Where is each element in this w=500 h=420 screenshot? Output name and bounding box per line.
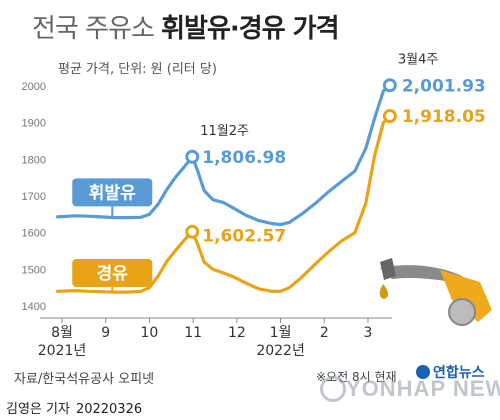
fuel-nozzle-illustration — [379, 258, 492, 326]
brand-icon — [416, 365, 430, 379]
x-tick-label: 12 — [228, 325, 246, 341]
nozzle-handle — [440, 270, 492, 322]
value-label: 1,602.57 — [202, 227, 286, 247]
x-tick-label: 1월 — [270, 325, 292, 341]
y-tick-label: 2000 — [22, 81, 46, 93]
source-text: 자료/한국석유공사 오피넷 — [14, 372, 155, 387]
publish-date: 20220326 — [75, 402, 143, 417]
y-tick-label: 1600 — [22, 228, 46, 240]
x-tick-sublabel: 2021년 — [38, 343, 87, 359]
period-label: 11월2주 — [200, 124, 249, 139]
x-tick-label: 9 — [101, 325, 110, 341]
period-label: 3월4주 — [398, 52, 439, 67]
highlight-point — [185, 224, 200, 239]
chart-axis: 1400 1500 1600 1700 1800 1900 2000 8월 2021년 9 10 11… — [22, 81, 392, 359]
series-badge-gasoline — [72, 178, 153, 207]
series-line-diesel — [55, 114, 392, 294]
x-tick-label: 3 — [364, 325, 373, 341]
x-tick-label: 8월 — [51, 325, 73, 341]
reporter-name: 김영은 기자 — [6, 402, 70, 417]
highlight-point — [382, 78, 397, 93]
highlight-point — [185, 149, 200, 164]
y-tick-label: 1900 — [22, 118, 46, 130]
value-label: 2,001.93 — [402, 76, 486, 96]
byline: 김영은 기자 20220326 — [6, 398, 142, 417]
nozzle-tip — [380, 258, 396, 280]
x-tick-label: 11 — [184, 325, 202, 341]
watermark-icon — [320, 376, 346, 402]
value-label: 1,806.98 — [202, 148, 286, 168]
x-tick-label: 10 — [141, 325, 159, 341]
y-tick-label: 1700 — [22, 191, 46, 203]
brand-logo: 연합뉴스 — [416, 362, 485, 382]
title-light: 전국 주유소 — [32, 14, 155, 44]
y-tick-label: 1800 — [22, 154, 46, 166]
brand-name: 연합뉴스 — [433, 365, 485, 381]
title-bold: 휘발유·경유 가격 — [161, 14, 339, 44]
chart-series — [55, 83, 392, 294]
series-badge-diesel — [72, 259, 153, 287]
series-name-diesel: 경유 — [97, 264, 129, 284]
y-tick-label: 1400 — [22, 301, 46, 313]
series-name-gasoline: 휘발유 — [89, 182, 136, 203]
unit-label: 평균 가격, 단위: 원 (리터 당) — [58, 62, 217, 77]
series-line-gasoline — [55, 83, 392, 227]
nozzle-ring — [448, 298, 476, 326]
y-tick-label: 1500 — [22, 264, 46, 276]
chart-title: 전국 주유소 휘발유·경유 가격 — [32, 8, 340, 45]
x-tick-sublabel: 2022년 — [256, 343, 305, 359]
highlight-point — [382, 109, 397, 124]
value-label: 1,918.05 — [402, 107, 486, 127]
watermark-text: YONHAP NEWS — [346, 376, 500, 401]
fuel-drop — [379, 284, 388, 299]
x-tick-label: 2 — [320, 325, 329, 341]
